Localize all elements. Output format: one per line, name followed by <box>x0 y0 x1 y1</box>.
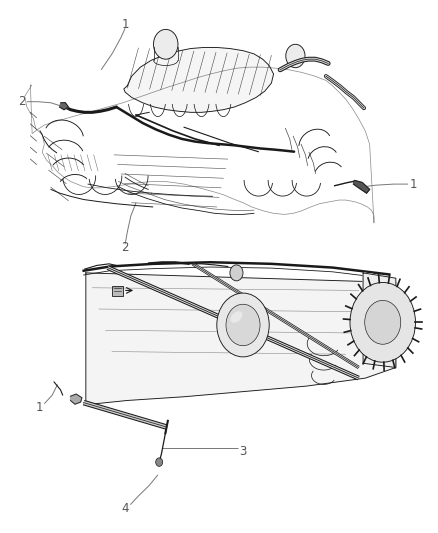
Circle shape <box>365 301 401 344</box>
Polygon shape <box>353 180 370 193</box>
Text: 1: 1 <box>121 18 129 31</box>
FancyBboxPatch shape <box>112 286 123 296</box>
Ellipse shape <box>230 311 243 323</box>
Circle shape <box>370 344 378 354</box>
Text: 1: 1 <box>35 401 43 414</box>
Text: 2: 2 <box>121 241 129 254</box>
Circle shape <box>226 304 260 346</box>
Circle shape <box>286 44 305 68</box>
Text: 3: 3 <box>239 445 247 458</box>
Polygon shape <box>71 394 82 404</box>
Circle shape <box>350 282 416 362</box>
Circle shape <box>370 305 378 316</box>
Polygon shape <box>363 273 396 368</box>
Circle shape <box>155 458 162 466</box>
Text: 1: 1 <box>410 177 417 191</box>
Circle shape <box>217 293 269 357</box>
Circle shape <box>370 324 378 335</box>
Circle shape <box>230 265 243 281</box>
Text: 2: 2 <box>18 95 25 108</box>
Polygon shape <box>124 47 274 112</box>
Circle shape <box>370 285 378 296</box>
Circle shape <box>153 29 178 59</box>
Polygon shape <box>60 103 68 110</box>
Polygon shape <box>86 273 396 405</box>
Text: 4: 4 <box>121 502 129 515</box>
